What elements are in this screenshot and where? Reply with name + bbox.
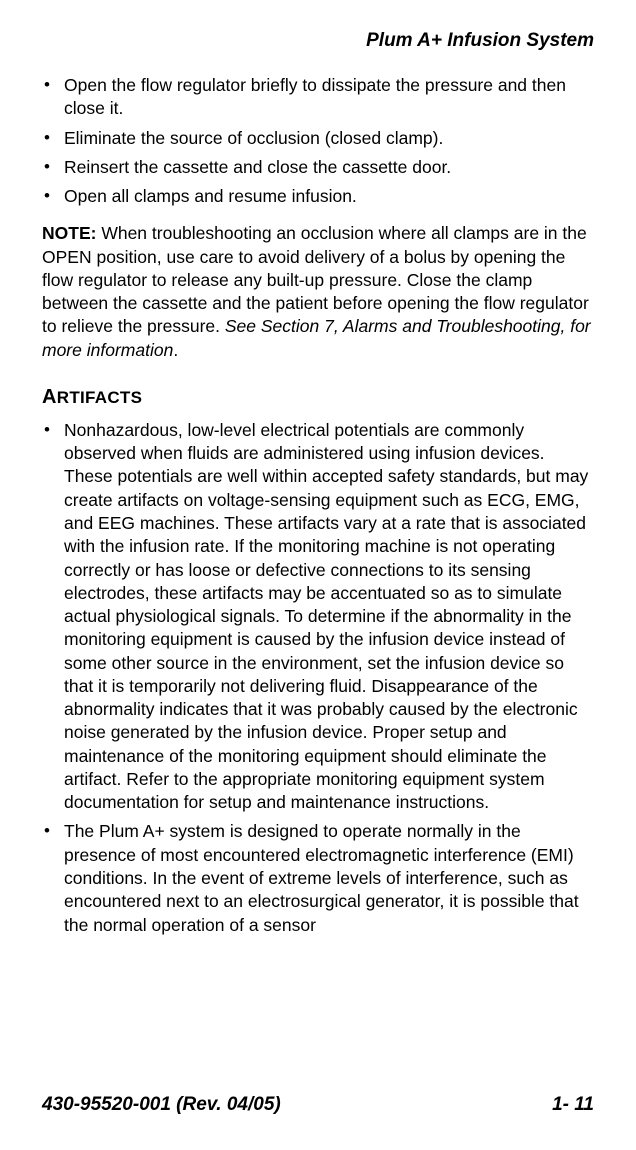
note-block: NOTE: When troubleshooting an occlusion … [42, 222, 594, 362]
artifacts-bullet-list: Nonhazardous, low-level electrical poten… [42, 419, 594, 937]
note-period: . [173, 340, 178, 360]
list-item: The Plum A+ system is designed to operat… [42, 820, 594, 936]
section-heading-artifacts: ARTIFACTS [42, 386, 594, 409]
footer-doc-id: 430-95520-001 (Rev. 04/05) [42, 1094, 281, 1116]
note-label: NOTE: [42, 223, 96, 243]
heading-first-letter: A [42, 386, 57, 408]
page: Plum A+ Infusion System Open the flow re… [0, 0, 636, 1150]
list-item: Reinsert the cassette and close the cass… [42, 156, 594, 179]
heading-rest: RTIFACTS [57, 388, 143, 407]
header-title: Plum A+ Infusion System [42, 30, 594, 52]
footer: 430-95520-001 (Rev. 04/05) 1- 11 [42, 1094, 594, 1116]
list-item: Eliminate the source of occlusion (close… [42, 127, 594, 150]
list-item: Nonhazardous, low-level electrical poten… [42, 419, 594, 815]
list-item: Open the flow regulator briefly to dissi… [42, 74, 594, 121]
list-item: Open all clamps and resume infusion. [42, 185, 594, 208]
top-bullet-list: Open the flow regulator briefly to dissi… [42, 74, 594, 208]
footer-page-number: 1- 11 [552, 1094, 594, 1116]
